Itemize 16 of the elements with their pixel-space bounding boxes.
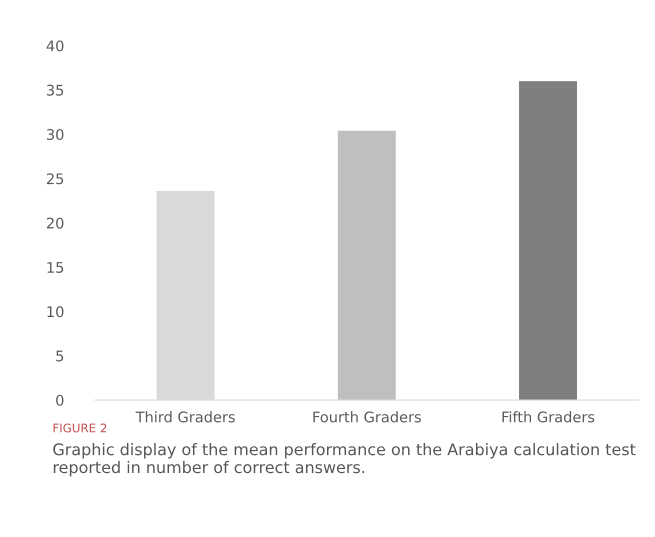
bar	[338, 130, 396, 400]
y-tick-label: 40	[46, 40, 64, 52]
y-tick-label: 20	[46, 218, 64, 229]
y-tick-label: 35	[46, 84, 64, 96]
y-tick-label: 15	[47, 262, 64, 273]
y-tick-label: 30	[46, 128, 64, 140]
text: Graphic display of the mean performance on the Arabiya calculation test reported in number of correct answers.	[53, 443, 636, 476]
y-tick-label: 0	[56, 394, 64, 406]
bar	[519, 81, 578, 400]
x-tick-label: Fourth Graders	[313, 411, 421, 422]
x-tick-label: Fifth Graders	[502, 411, 594, 422]
y-tick-label: 10	[47, 306, 64, 318]
y-tick-label: 5	[56, 350, 64, 362]
x-tick-label: Third Graders	[136, 411, 235, 422]
y-tick-label: 25	[46, 173, 64, 184]
text: FIGURE 2	[54, 424, 106, 432]
